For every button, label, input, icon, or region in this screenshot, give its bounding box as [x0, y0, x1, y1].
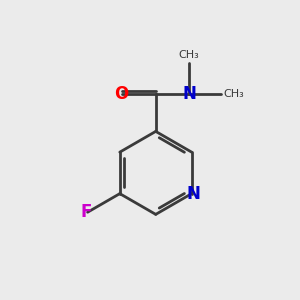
Text: N: N — [186, 184, 200, 202]
Text: O: O — [114, 85, 128, 103]
Text: F: F — [80, 203, 92, 221]
Text: N: N — [182, 85, 196, 103]
Text: CH₃: CH₃ — [224, 89, 244, 99]
Text: CH₃: CH₃ — [179, 50, 200, 60]
